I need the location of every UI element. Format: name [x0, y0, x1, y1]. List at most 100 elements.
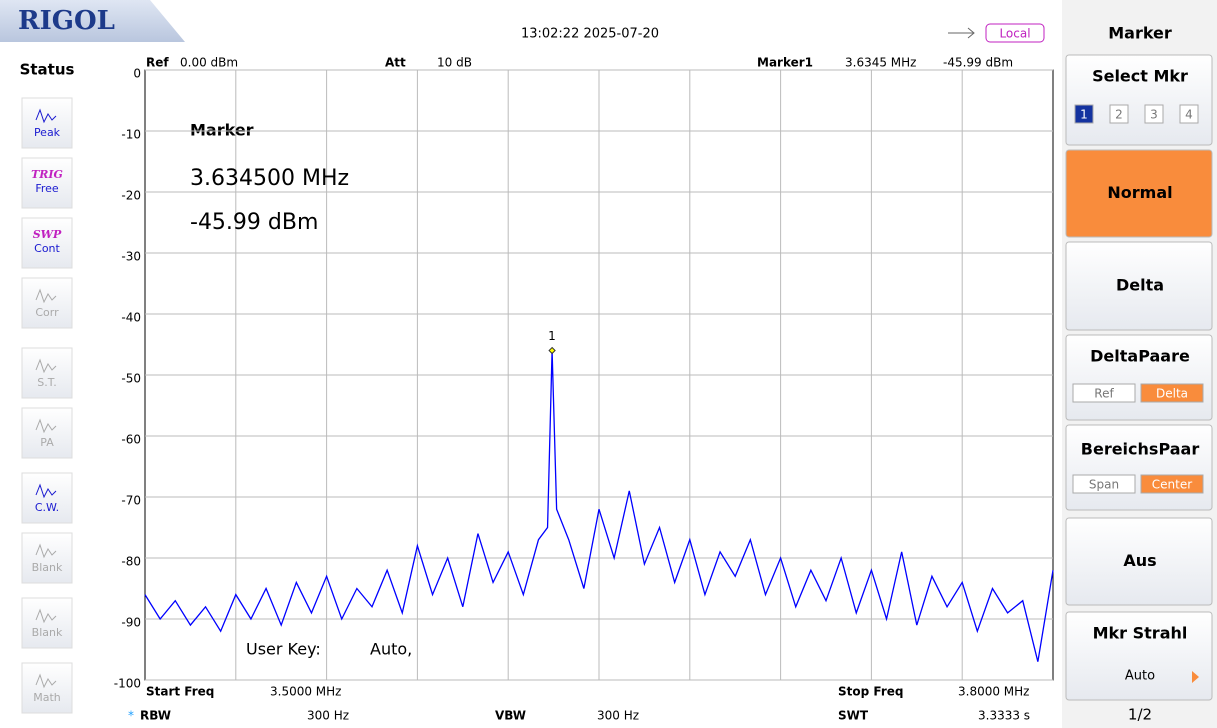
swt: 3.3333 s	[978, 709, 1030, 723]
option-label: Span	[1089, 478, 1119, 492]
marker-box-amp: -45.99 dBm	[190, 210, 318, 235]
arrow	[1192, 671, 1199, 683]
status-title: Status	[20, 61, 75, 79]
normal[interactable]	[1065, 149, 1213, 238]
y-tick-label: -50	[121, 372, 141, 386]
select-mkr[interactable]	[1065, 54, 1213, 146]
status-item[interactable]	[21, 407, 73, 459]
option-box[interactable]	[1144, 104, 1164, 124]
status-icon	[35, 608, 57, 624]
option-box[interactable]	[1074, 104, 1094, 124]
rbw-star: *	[128, 709, 134, 723]
status-label: TRIG	[31, 168, 63, 181]
status-icon	[35, 483, 57, 499]
option-label: 3	[1150, 108, 1158, 122]
remote: Local	[999, 27, 1030, 41]
status-item[interactable]	[21, 347, 73, 399]
y-tick-label: 0	[133, 67, 141, 81]
marker-freq: 3.6345 MHz	[845, 56, 916, 70]
y-tick-label: -60	[121, 433, 141, 447]
y-tick-label: -90	[121, 616, 141, 630]
logo-bg	[0, 0, 185, 42]
status-label: Free	[35, 182, 59, 195]
option-label: Ref	[1094, 387, 1114, 401]
option-box[interactable]	[1109, 104, 1129, 124]
vbw: 300 Hz	[597, 709, 639, 723]
datetime: 13:02:22 2025-07-20	[521, 27, 659, 42]
status-item[interactable]	[21, 97, 73, 149]
menu-title: Marker	[1108, 24, 1172, 43]
stop-label: Stop Freq	[838, 685, 903, 699]
status-icon	[35, 418, 57, 434]
normal-label: Normal	[1107, 183, 1172, 202]
status-icon	[35, 288, 57, 304]
start-label: Start Freq	[146, 685, 214, 699]
delta-label: Delta	[1116, 276, 1164, 295]
status-label: Peak	[34, 126, 61, 139]
off-label: Aus	[1123, 551, 1156, 570]
status-icon	[35, 673, 57, 689]
usb-icon	[948, 27, 975, 39]
ref-label: Ref	[146, 56, 169, 70]
y-tick-label: -20	[121, 189, 141, 203]
status-label: Corr	[35, 306, 59, 319]
mkr-line-label: Mkr Strahl	[1093, 624, 1188, 643]
option-box[interactable]	[1179, 104, 1199, 124]
status-item[interactable]	[21, 472, 73, 524]
logo: RIGOL	[18, 6, 115, 36]
status-label: C.W.	[35, 501, 59, 514]
y-tick-label: -80	[121, 555, 141, 569]
off[interactable]	[1065, 517, 1213, 606]
status-icon	[35, 358, 57, 374]
option-box[interactable]	[1072, 383, 1136, 403]
delta[interactable]	[1065, 241, 1213, 331]
marker-amp: -45.99 dBm	[943, 56, 1013, 70]
stop: 3.8000 MHz	[958, 685, 1029, 699]
status-item[interactable]	[21, 532, 73, 584]
status-item[interactable]	[21, 157, 73, 209]
ref: 0.00 dBm	[180, 56, 238, 70]
att-label: Att	[385, 56, 406, 70]
option-label: 4	[1185, 108, 1193, 122]
option-box[interactable]	[1140, 383, 1204, 403]
y-tick-label: -10	[121, 128, 141, 142]
span-pair-label: BereichsPaar	[1081, 440, 1200, 459]
start: 3.5000 MHz	[270, 685, 341, 699]
status-item[interactable]	[21, 277, 73, 329]
y-tick-label: -30	[121, 250, 141, 264]
status-icon	[35, 108, 57, 124]
marker-box-title: Marker	[190, 121, 254, 140]
user-key-label: User Key:	[246, 640, 321, 659]
span-pair[interactable]	[1065, 424, 1213, 511]
option-label: Center	[1152, 478, 1192, 492]
status-label: S.T.	[37, 376, 56, 389]
rbw: 300 Hz	[307, 709, 349, 723]
status-label: Blank	[32, 626, 63, 639]
y-tick-label: -40	[121, 311, 141, 325]
option-label: 1	[1080, 108, 1088, 122]
mkr-line-value: Auto	[1125, 669, 1155, 684]
option-box[interactable]	[1140, 474, 1204, 494]
status-icon	[35, 543, 57, 559]
status-item[interactable]	[21, 217, 73, 269]
option-box[interactable]	[1072, 474, 1136, 494]
status-label: Math	[33, 691, 61, 704]
marker-label: Marker1	[757, 56, 813, 70]
vbw-label: VBW	[495, 709, 526, 723]
page-indicator: 1/2	[1128, 706, 1152, 724]
status-label: PA	[40, 436, 54, 449]
delta-pair-label: DeltaPaare	[1090, 347, 1190, 366]
y-tick-label: -70	[121, 494, 141, 508]
status-label: SWP	[33, 228, 62, 241]
att: 10 dB	[437, 56, 472, 70]
marker-box-freq: 3.634500 MHz	[190, 166, 349, 191]
status-item[interactable]	[21, 662, 73, 714]
y-tick-label: -100	[114, 677, 141, 691]
status-item[interactable]	[21, 597, 73, 649]
mkr-line[interactable]	[1065, 611, 1213, 701]
trace	[144, 350, 1054, 662]
user-key-value: Auto,	[370, 640, 412, 659]
marker-number: 1	[548, 329, 556, 343]
select-mkr-label: Select Mkr	[1092, 67, 1188, 86]
